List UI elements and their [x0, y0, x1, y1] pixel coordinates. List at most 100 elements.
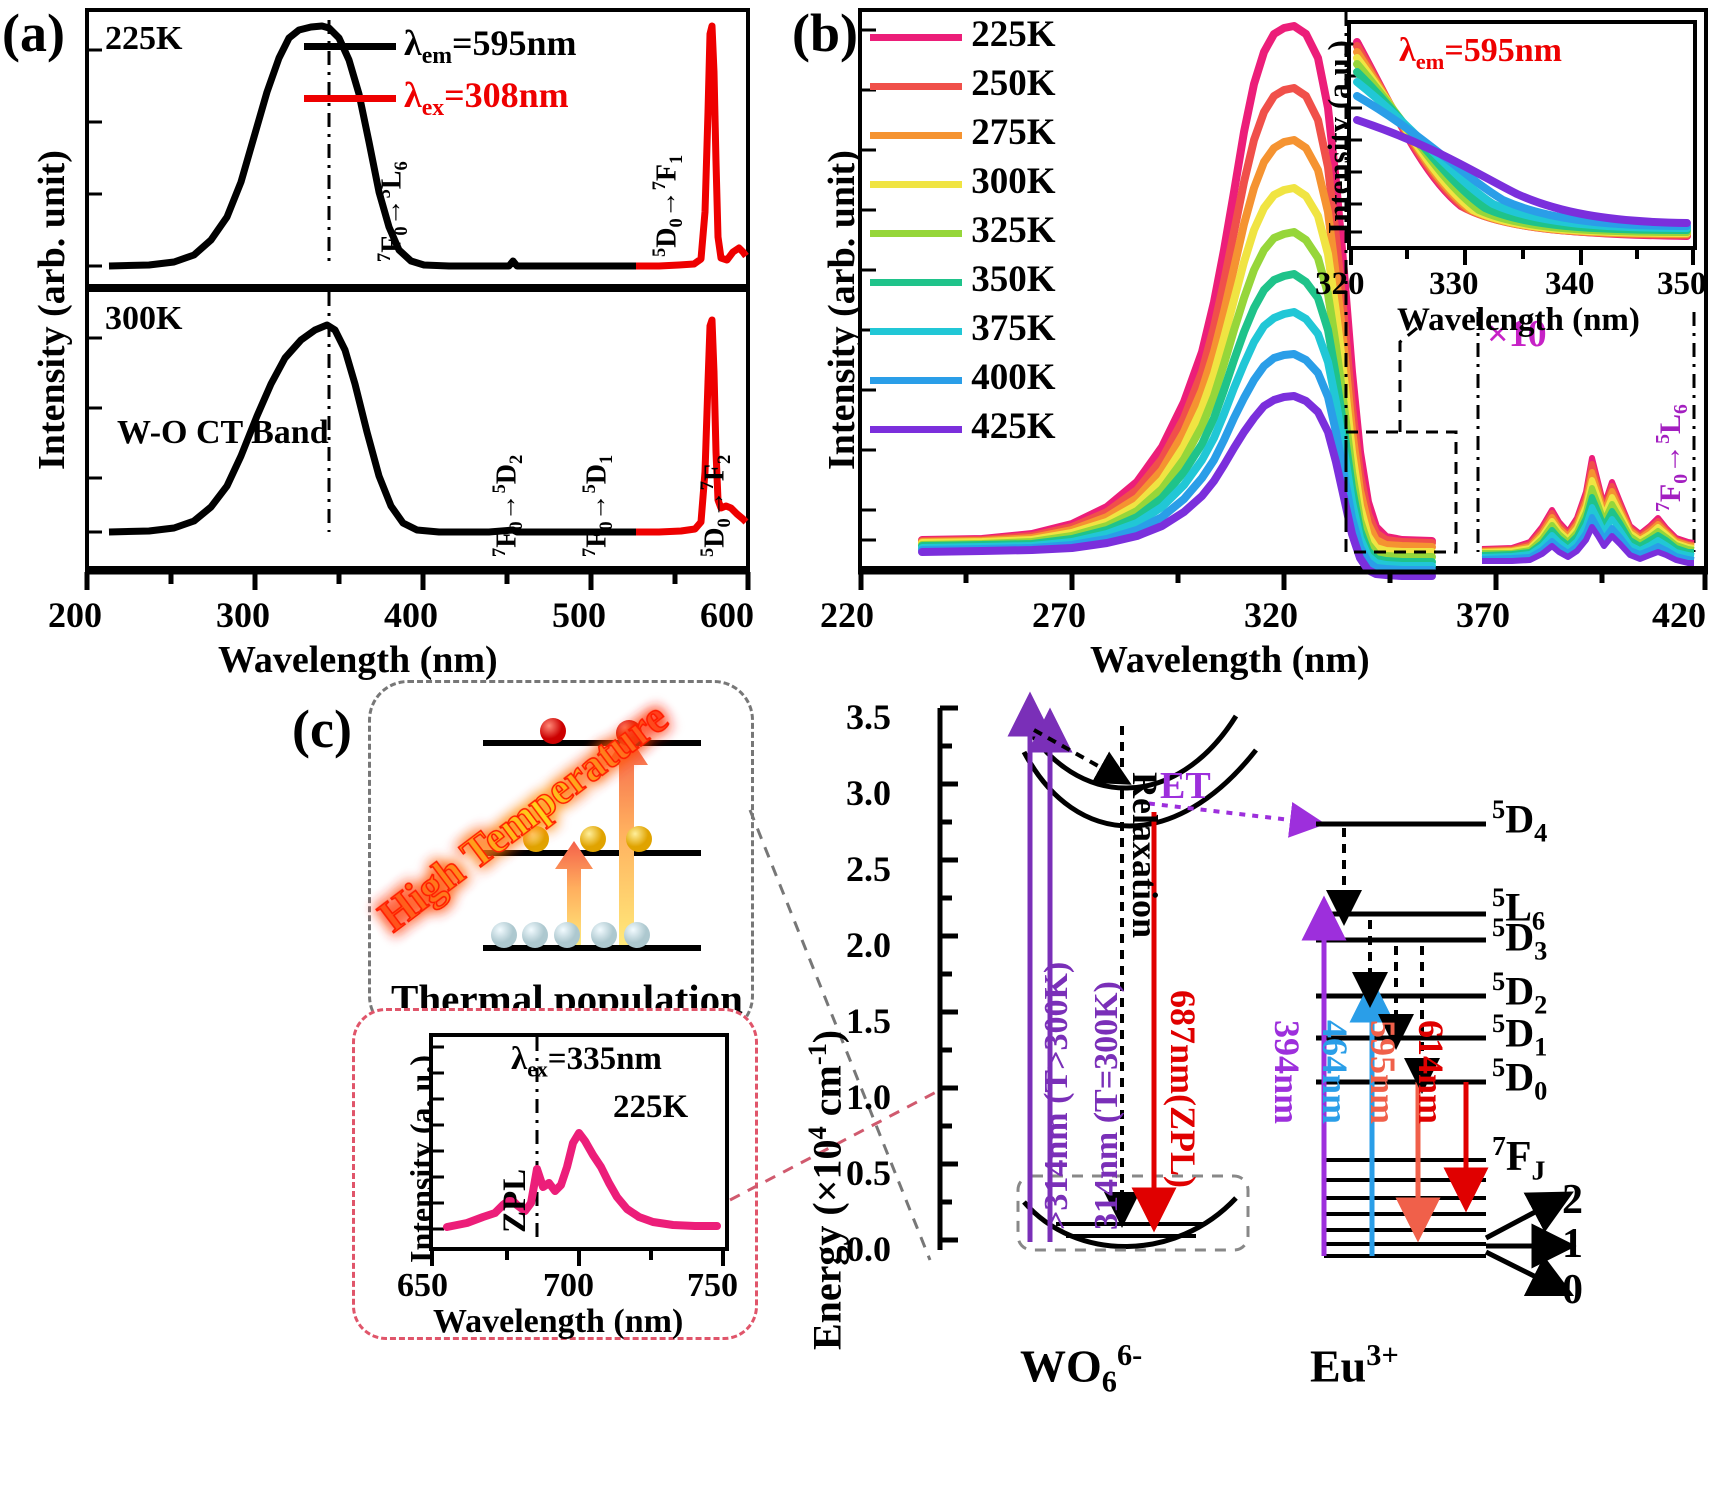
zpl-plot-frame: λex=335nm 225K ZPL — [429, 1033, 729, 1251]
transition-label-595nm: 595nm — [1363, 1020, 1403, 1125]
legend-line-400k — [870, 377, 962, 385]
transition-label-614nm: 614nm — [1411, 1020, 1451, 1125]
energy-diagram-svg — [937, 691, 1577, 1297]
panel-b-ann-f0l6: 7F0→5L6 — [1652, 404, 1692, 512]
zpl-temp-label: 225K — [613, 1089, 689, 1125]
panel-b-tag: (b) — [792, 3, 858, 63]
energy-ytick-4: 1.5 — [846, 1001, 891, 1041]
zpl-xtick-0: 650 — [397, 1267, 448, 1304]
zpl-curve — [433, 1037, 721, 1237]
panel-a-legend-row-0: λem=595nm — [304, 22, 577, 70]
panel-b-legend-label-8: 425K — [971, 406, 1056, 447]
particle-blue — [522, 922, 548, 948]
panel-a-300k-plot — [89, 292, 749, 536]
panel-b-legend-label-3: 300K — [971, 161, 1056, 202]
panel-a-300k-label: 300K — [105, 300, 183, 337]
panel-b-legend-row-1: 250K — [870, 65, 1056, 102]
eu-level-label-5D0: 5D0 — [1492, 1052, 1548, 1106]
panel-b-legend-row-2: 275K — [870, 114, 1056, 151]
transition-label-464nm: 464nm — [1315, 1020, 1355, 1125]
panel-b-legend-label-2: 275K — [971, 112, 1056, 153]
thermal-population-diagram: High Temperature — [369, 692, 701, 951]
legend-line-275k — [870, 132, 962, 140]
panel-a-xaxis — [84, 569, 751, 590]
legend-line-350k — [870, 279, 962, 287]
panel-a-xtick-4: 600 — [700, 595, 754, 635]
panel-b-inset-xtick-3: 350 — [1657, 266, 1707, 302]
panel-a-subplot-225k: 225K λem=595nm λex=308nm 7F0→5L6 5D0→7F1 — [85, 8, 750, 288]
panel-a-xtick-0: 200 — [48, 595, 102, 635]
panel-b-inset-note: λem=595nm — [1399, 32, 1562, 74]
panel-b-legend-label-4: 325K — [971, 210, 1056, 251]
panel-a-subplot-300k: 300K W-O CT Band 7F0→5D2 7F0→5D1 5D0→7F2 — [85, 288, 750, 570]
zpl-xlabel: Wavelength (nm) — [433, 1303, 684, 1340]
panel-a-ann-f0l6: 7F0→5L6 — [374, 161, 411, 262]
panel-b-xlabel: Wavelength (nm) — [1090, 639, 1370, 681]
panel-b-xtick-2: 320 — [1244, 595, 1298, 635]
zpl-xtick-1: 700 — [543, 1267, 594, 1304]
panel-b-inset-xtick-1: 330 — [1429, 266, 1479, 302]
eu-level-label-5D4: 5D4 — [1492, 794, 1548, 848]
fj-sublevel-1: 1 — [1562, 1221, 1583, 1267]
panel-b-xaxis — [858, 569, 1708, 590]
energy-ytick-5: 1.0 — [846, 1077, 891, 1117]
excitation-label-1: 314nm (T=300K) — [1088, 981, 1125, 1230]
panel-b-legend-label-1: 250K — [971, 63, 1056, 104]
panel-b-xtick-4: 420 — [1652, 595, 1706, 635]
panel-b-scale-label: ×10 — [1487, 313, 1547, 355]
panel-c-tag: (c) — [292, 699, 352, 759]
legend-line-250k — [870, 83, 962, 91]
energy-ytick-1: 3.0 — [846, 773, 891, 813]
legend-line-red — [304, 94, 396, 102]
panel-b-inset-xlabel: Wavelength (nm) — [1397, 302, 1640, 338]
particle-blue — [624, 922, 650, 948]
species-label-eu: Eu3+ — [1310, 1338, 1399, 1392]
panel-a-ylabel: Intensity (arb. unit) — [31, 150, 73, 470]
panel-b-legend-row-6: 375K — [870, 310, 1056, 347]
panel-a-xlabel: Wavelength (nm) — [218, 639, 498, 681]
particle-red — [616, 720, 642, 746]
panel-b-inset-xtick-2: 340 — [1545, 266, 1595, 302]
panel-a-legend: λem=595nm λex=308nm — [304, 22, 577, 122]
panel-b-legend-row-4: 325K — [870, 212, 1056, 249]
zpl-note: λex=335nm — [511, 1041, 662, 1082]
eu-level-label-5D3: 5D3 — [1492, 912, 1548, 966]
panel-b-spectra — [862, 12, 1696, 580]
particle-blue — [591, 922, 617, 948]
panel-b-legend-row-7: 400K — [870, 359, 1056, 396]
fj-sublevel-0: 0 — [1562, 1267, 1583, 1313]
panel-a-xtick-3: 500 — [552, 595, 606, 635]
panel-c: (c) — [0, 670, 1716, 1504]
panel-b-inset-frame: λem=595nm — [1347, 20, 1697, 250]
zpl-energy-label: 687nm(ZPL) — [1163, 990, 1203, 1188]
energy-ytick-3: 2.0 — [846, 925, 891, 965]
panel-a-tag: (a) — [2, 3, 65, 63]
panel-b: (b) Intensity (arb. unit) 225K 250K 275K… — [790, 0, 1716, 681]
eu-level-label-7FJ: 7FJ — [1492, 1130, 1546, 1186]
panel-a-ann-f0d2: 7F0→5D2 — [489, 454, 526, 557]
panel-b-xtick-3: 370 — [1456, 595, 1510, 635]
particle-blue — [491, 922, 517, 948]
particle-yellow — [580, 826, 606, 852]
panel-b-legend-row-3: 300K — [870, 163, 1056, 200]
zpl-xtick-2: 750 — [687, 1267, 738, 1304]
legend-line-325k — [870, 230, 962, 238]
energy-ytick-6: 0.5 — [846, 1153, 891, 1193]
legend-line-black — [304, 42, 396, 50]
panel-b-xtick-1: 270 — [1032, 595, 1086, 635]
panel-a-xtick-2: 400 — [384, 595, 438, 635]
panel-a-ann-d0f2: 5D0→7F2 — [697, 454, 734, 557]
leader-lines — [729, 809, 941, 1261]
transition-label-394nm: 394nm — [1267, 1020, 1307, 1125]
zpl-inset-box: Intensity (a. u.) λex=335nm 225K ZPL — [352, 1008, 758, 1340]
zpl-marker-label: ZPL — [497, 1168, 533, 1233]
energy-ylabel: Energy (×104 cm-1) — [802, 1029, 850, 1350]
panel-b-inset-xaxis — [1349, 250, 1695, 265]
zpl-xaxis — [430, 1251, 725, 1266]
et-label: ET — [1160, 765, 1211, 807]
thermal-population-box: High Temperature Thermal population — [368, 680, 754, 1036]
panel-b-inset-xtick-0: 320 — [1315, 266, 1365, 302]
legend-line-425k — [870, 426, 962, 434]
panel-a: (a) Intensity (arb. unit) 225K λem=595nm… — [0, 0, 790, 681]
